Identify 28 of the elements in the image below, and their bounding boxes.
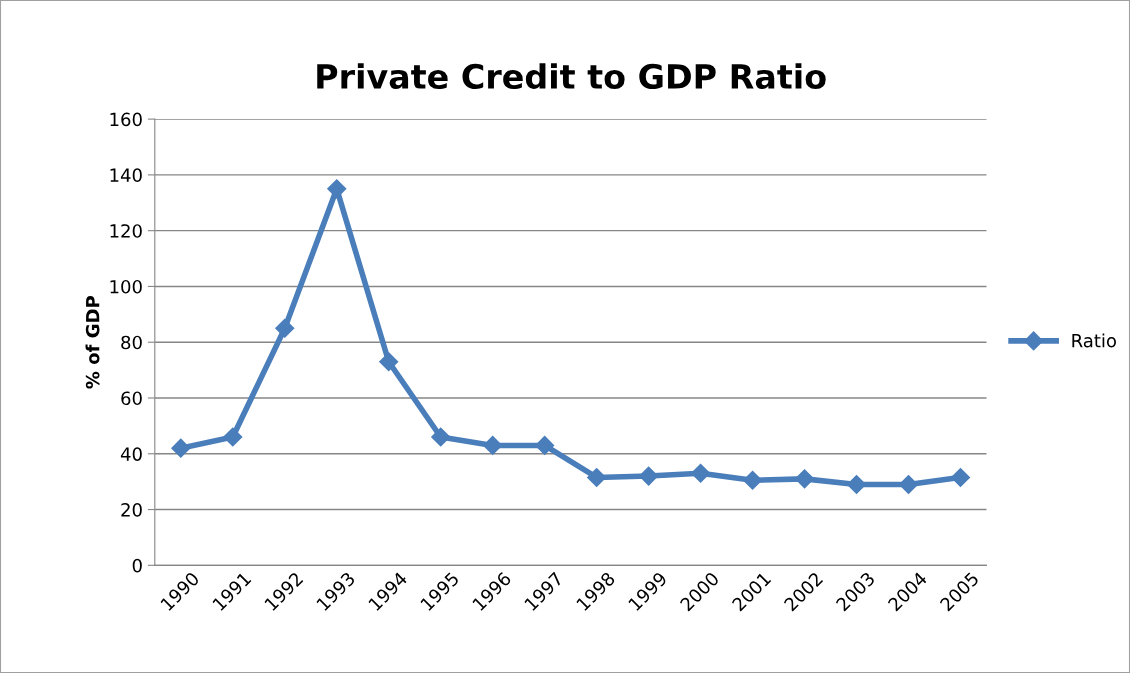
- point: [171, 438, 191, 458]
- y-tick-label: 0: [132, 558, 142, 573]
- y-tick-label: 140: [110, 168, 142, 183]
- point: [950, 467, 971, 488]
- chart-title: Private Credit to GDP Ratio: [317, 63, 826, 90]
- y-tick-label: 60: [121, 391, 142, 406]
- legend-label: Ratio: [1072, 333, 1116, 348]
- point: [379, 352, 399, 372]
- point: [691, 463, 711, 483]
- point: [431, 427, 451, 447]
- y-axis-title: % of GDP: [85, 295, 100, 389]
- point: [535, 435, 555, 455]
- y-tick-label: 40: [120, 447, 142, 461]
- point: [795, 469, 815, 489]
- point: [743, 470, 763, 490]
- y-tick-label: 80: [121, 335, 142, 350]
- point: [223, 427, 243, 447]
- point: [639, 466, 659, 486]
- y-tick-label: 120: [110, 224, 142, 238]
- point: [847, 474, 867, 494]
- point: [327, 179, 347, 199]
- y-tick-label: 100: [110, 279, 142, 294]
- y-tick-label: 20: [121, 503, 142, 517]
- point: [275, 318, 295, 338]
- point: [587, 467, 607, 488]
- point: [898, 474, 919, 494]
- y-tick-label: 160: [110, 112, 142, 127]
- point: [483, 435, 503, 455]
